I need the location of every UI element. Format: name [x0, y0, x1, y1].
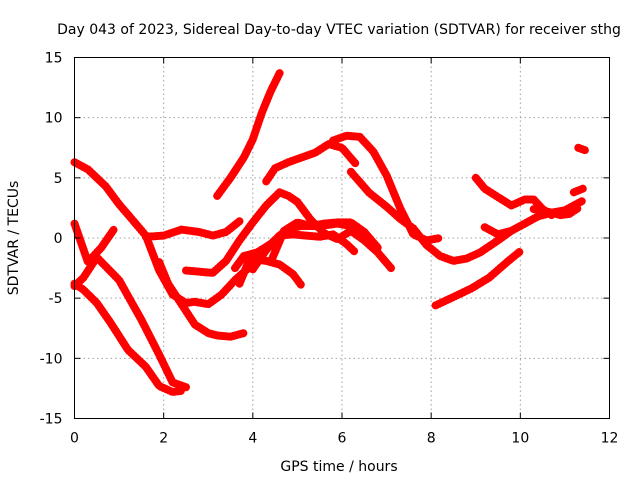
x-tick-label: 0	[70, 431, 79, 447]
series-markers-track-v	[574, 143, 589, 155]
y-tick-label: 0	[54, 231, 63, 247]
y-tick-label: 10	[45, 111, 63, 127]
series-markers-track-j	[235, 255, 306, 291]
series-markers-track-t	[529, 203, 583, 220]
y-tick-label: 15	[45, 51, 63, 67]
x-tick-label: 8	[427, 431, 436, 447]
x-tick-label: 10	[511, 431, 529, 447]
series-markers-track-c	[70, 253, 190, 392]
x-axis-title: GPS time / hours	[280, 459, 397, 475]
y-tick-label: -15	[40, 412, 63, 428]
x-tick-label: 2	[159, 431, 168, 447]
x-tick-label: 12	[601, 431, 619, 447]
series-markers-track-n	[266, 218, 382, 267]
series-markers-track-f	[155, 258, 248, 341]
series-markers-track-m	[248, 230, 360, 274]
chart-title: Day 043 of 2023, Sidereal Day-to-day VTE…	[57, 22, 621, 38]
series-markers-track-b	[70, 279, 186, 396]
series-markers-track-d	[70, 219, 119, 267]
series-markers-track-s	[480, 196, 587, 239]
axis-ticks: 0 2 4 6 8 10 12 -15 -10 -5 0 5 10 15	[40, 51, 619, 447]
y-tick-label: 5	[54, 171, 63, 187]
y-tick-label: -5	[49, 291, 63, 307]
series-markers-track-e	[141, 217, 244, 241]
x-tick-label: 4	[248, 431, 257, 447]
x-tick-label: 6	[338, 431, 347, 447]
series-markers-track-u	[569, 184, 587, 197]
series-markers-track-q	[431, 247, 525, 310]
series-markers-track-i	[213, 69, 284, 200]
series-group	[70, 69, 589, 396]
series-markers-track-k	[262, 140, 360, 186]
y-tick-label: -10	[40, 351, 63, 367]
y-axis-title: SDTVAR / TECUs	[6, 181, 22, 296]
series-markers-track-g	[182, 188, 302, 277]
series-markers-track-p	[346, 167, 516, 265]
